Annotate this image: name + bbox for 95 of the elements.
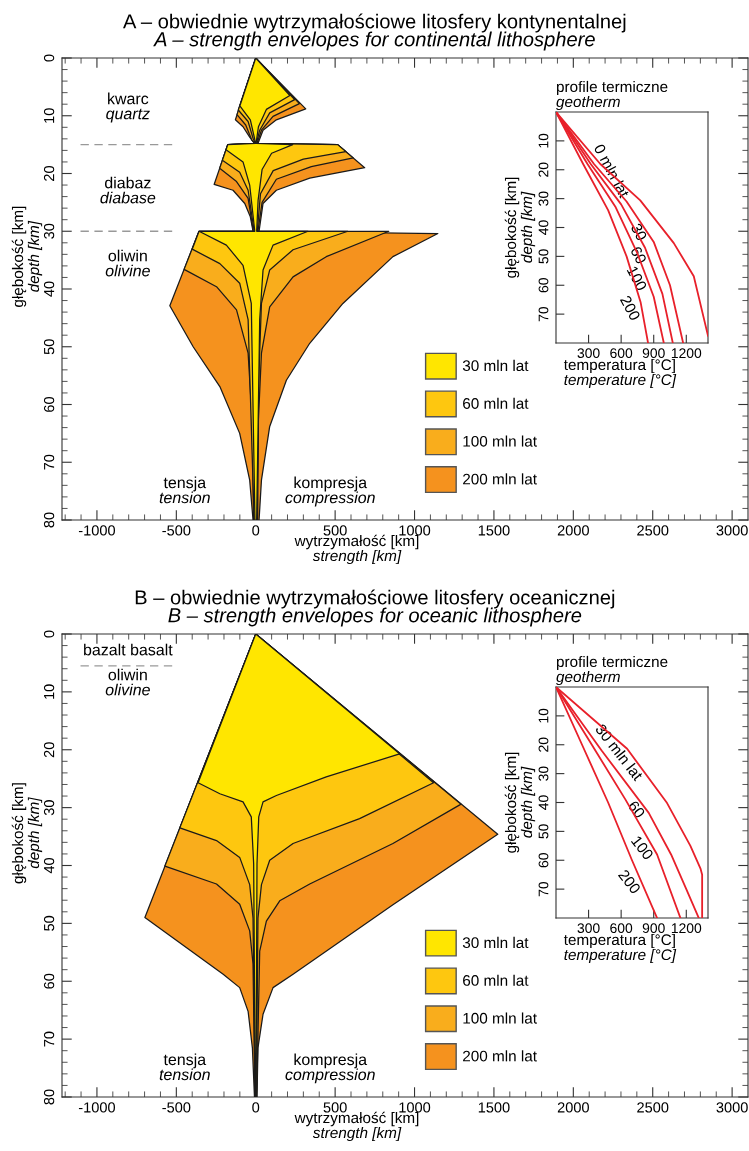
x-tick-label: 2000 xyxy=(557,1102,589,1113)
chart-subtitle: A – strength envelopes for continental lithosphere xyxy=(153,31,595,51)
chart-title: A – obwiednie wytrzymałościowe litosfery kontynentalnej xyxy=(123,13,626,33)
annotation: 200 xyxy=(617,868,642,895)
x-tick-label: 900 xyxy=(642,923,665,934)
x-tick-label: 600 xyxy=(610,923,633,934)
x-axis-title: temperatura [°C] temperature [°C] xyxy=(563,358,677,389)
x-tick-label: 600 xyxy=(610,348,633,359)
y-tick-label: 10 xyxy=(43,684,55,699)
y-tick-label: 30 xyxy=(43,223,55,239)
y-tick-label: 20 xyxy=(43,165,55,181)
y-tick-label: 80 xyxy=(43,1089,55,1105)
annotation: tensja tension xyxy=(159,1053,210,1081)
y-tick-label: 30 xyxy=(43,800,55,816)
y-tick-label: 10 xyxy=(43,108,55,123)
x-tick-label: 2500 xyxy=(637,1102,669,1113)
x-tick-label: 2000 xyxy=(557,525,589,536)
annotation: oliwin olivine xyxy=(105,668,150,696)
annotation: tensja tension xyxy=(159,476,210,504)
legend-label: 100 mln lat xyxy=(463,435,537,447)
chart-title: profile termiczne xyxy=(556,655,668,671)
y-tick-label: 40 xyxy=(538,220,549,235)
y-tick-label: 10 xyxy=(538,708,549,723)
y-tick-label: 0 xyxy=(43,630,55,638)
x-axis-title: temperatura [°C] temperature [°C] xyxy=(563,933,677,964)
y-tick-label: 30 xyxy=(538,766,549,781)
y-axis-title: głębokość [km] depth [km] xyxy=(11,206,43,307)
annotation: 30 xyxy=(630,222,648,242)
y-tick-label: 60 xyxy=(538,853,549,868)
x-tick-label: 0 xyxy=(252,525,260,536)
x-tick-label: 500 xyxy=(323,1102,347,1113)
x-tick-label: -500 xyxy=(162,525,191,536)
y-tick-label: 20 xyxy=(538,162,549,177)
legend-label: 30 mln lat xyxy=(462,359,529,372)
chart-title: profile termiczne xyxy=(556,80,668,96)
x-tick-label: 1200 xyxy=(671,923,702,934)
y-tick-label: 30 xyxy=(538,191,549,206)
x-tick-label: 900 xyxy=(642,348,665,359)
y-tick-label: 60 xyxy=(538,278,549,293)
annotation: kwarc quartz xyxy=(106,92,150,123)
chart-subtitle: B – strength envelopes for oceanic lithosphere xyxy=(168,607,582,627)
x-tick-label: -1000 xyxy=(78,525,116,536)
x-tick-label: 1500 xyxy=(478,525,510,536)
annotation: 200 xyxy=(619,294,641,322)
x-tick-label: 2500 xyxy=(637,525,669,536)
y-tick-label: 40 xyxy=(43,281,55,297)
legend-label: 200 mln lat xyxy=(463,473,537,485)
annotation: diabaz diabase xyxy=(100,176,156,204)
x-tick-label: 500 xyxy=(323,525,347,536)
y-tick-label: 20 xyxy=(538,737,549,752)
y-axis-title: głębokość [km] depth [km] xyxy=(504,752,536,853)
annotation: oliwin olivine xyxy=(105,249,150,277)
x-tick-label: 1200 xyxy=(671,348,702,359)
y-tick-label: 10 xyxy=(538,133,549,148)
x-tick-label: 3000 xyxy=(716,525,748,536)
y-axis-title: głębokość [km] depth [km] xyxy=(504,177,536,278)
x-tick-label: -1000 xyxy=(78,1102,116,1113)
annotation: kompresja compression xyxy=(285,1053,375,1084)
y-tick-label: 50 xyxy=(43,915,55,931)
legend-label: 30 mln lat xyxy=(462,936,529,949)
y-tick-label: 20 xyxy=(43,742,55,758)
chart-title: B – obwiednie wytrzymałościowe litosfery oceanicznej xyxy=(135,589,615,609)
y-tick-label: 60 xyxy=(43,396,55,412)
chart-subtitle: geotherm xyxy=(556,670,620,686)
x-tick-label: 1500 xyxy=(478,1102,510,1113)
y-tick-label: 60 xyxy=(43,973,55,989)
x-tick-label: 1000 xyxy=(399,525,431,536)
y-tick-label: 70 xyxy=(43,1031,55,1047)
legend-label: 100 mln lat xyxy=(463,1012,537,1024)
y-tick-label: 0 xyxy=(43,54,55,62)
chart-subtitle: geotherm xyxy=(556,95,620,111)
x-tick-label: 3000 xyxy=(716,1102,748,1113)
y-tick-label: 70 xyxy=(43,454,55,470)
x-tick-label: -500 xyxy=(162,1102,191,1113)
x-tick-label: 300 xyxy=(577,348,600,359)
x-tick-label: 0 xyxy=(252,1102,260,1113)
y-tick-label: 50 xyxy=(538,249,549,264)
legend-label: 60 mln lat xyxy=(463,974,529,986)
annotation: bazalt basalt xyxy=(84,643,173,656)
legend-label: 60 mln lat xyxy=(463,397,529,409)
x-axis-title: wytrzymałość [km] strength [km] xyxy=(294,534,419,565)
legend-label: 200 mln lat xyxy=(463,1050,537,1062)
x-tick-label: 1000 xyxy=(399,1102,431,1113)
y-tick-label: 40 xyxy=(538,795,549,810)
y-tick-label: 40 xyxy=(43,857,55,874)
y-tick-label: 50 xyxy=(538,824,549,839)
x-tick-label: 300 xyxy=(577,923,600,934)
y-tick-label: 80 xyxy=(43,512,55,528)
annotation: kompresja compression xyxy=(285,476,375,507)
y-axis-title: głębokość [km] depth [km] xyxy=(11,783,43,884)
y-tick-label: 70 xyxy=(538,881,549,897)
x-axis-title: wytrzymałość [km] strength [km] xyxy=(294,1111,419,1142)
y-tick-label: 70 xyxy=(538,306,549,322)
annotation: 100 xyxy=(630,835,655,861)
y-tick-label: 50 xyxy=(43,339,55,355)
